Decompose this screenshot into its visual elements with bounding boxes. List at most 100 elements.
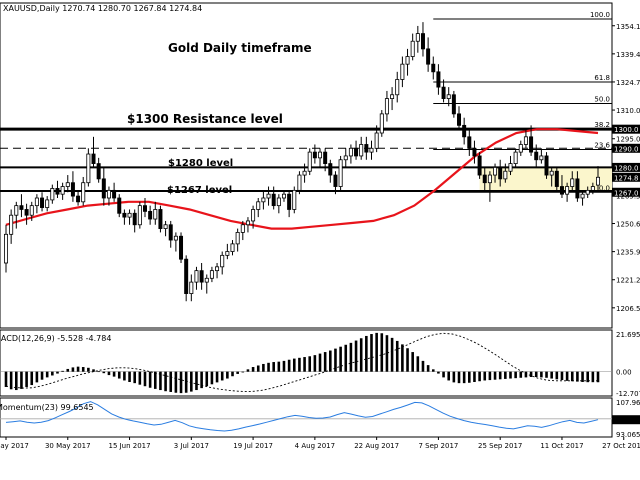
macd-bar (190, 371, 193, 392)
price-tag-label: 1267.0 (614, 189, 639, 197)
candle (462, 124, 467, 138)
candle (251, 209, 256, 222)
price-tag (612, 162, 640, 172)
candle (343, 155, 348, 161)
candle (487, 174, 492, 184)
candle (148, 210, 153, 220)
macd-bar (45, 371, 49, 378)
fib-level-label: 50.0 (594, 96, 610, 104)
price-tick-label: 1235.95 (616, 249, 640, 257)
macd-bar (246, 369, 250, 372)
time-tick-label: 30 May 2017 (45, 442, 91, 450)
candle (40, 197, 45, 208)
momentum-indicator-label: Momentum(23) 99.6545 (0, 403, 94, 412)
time-tick-label: 19 Jul 2017 (233, 442, 273, 450)
macd-bar (133, 371, 136, 384)
candle (359, 144, 364, 157)
macd-bar (231, 371, 234, 377)
momentum-price-tag (612, 415, 640, 425)
macd-bar (97, 371, 100, 373)
price-tag (612, 187, 640, 197)
macd-bar (447, 371, 451, 381)
candle (215, 266, 220, 272)
macd-bar (385, 335, 389, 372)
candle (400, 63, 405, 80)
candle (245, 220, 250, 226)
candle (503, 170, 508, 180)
time-tick-label: 3 Jul 2017 (174, 442, 209, 450)
candle (498, 167, 503, 180)
macd-bar (483, 371, 487, 381)
candle (112, 189, 117, 199)
time-tick-label: 27 Oct 2017 (602, 442, 640, 450)
macd-bar (431, 369, 435, 372)
candle (256, 201, 261, 210)
candle (441, 86, 446, 99)
time-tick-label: 11 Oct 2017 (540, 442, 583, 450)
macd-bar (25, 371, 28, 387)
macd-bar (128, 371, 131, 382)
macd-bar (169, 371, 173, 392)
candle (405, 56, 410, 65)
fib-level-label: 61.8 (594, 74, 610, 82)
macd-bar (56, 371, 59, 374)
candle (122, 212, 127, 218)
candle (240, 224, 245, 233)
macd-bar (159, 371, 162, 391)
macd-bar (303, 357, 306, 372)
macd-bar (262, 363, 265, 372)
macd-bar (51, 371, 54, 376)
candle (220, 254, 225, 268)
macd-bar (334, 348, 337, 372)
level-1280-label: $1280 level (168, 158, 233, 169)
macd-bar (236, 371, 239, 374)
candle (173, 235, 178, 241)
candle (60, 186, 65, 195)
macd-bar (370, 334, 373, 372)
candle (209, 270, 214, 279)
time-tick-label: 15 Jun 2017 (108, 442, 150, 450)
candle (50, 188, 55, 201)
macd-bar (406, 348, 409, 372)
candle (508, 163, 513, 172)
candle (544, 155, 549, 176)
candle (426, 48, 431, 65)
candle (287, 193, 292, 210)
macd-bar (287, 359, 291, 372)
macd-bar (395, 340, 399, 372)
candle (570, 178, 575, 187)
macd-bar (359, 338, 363, 372)
price-tag-label: 1274.8 (614, 174, 639, 182)
candle (189, 281, 194, 294)
macd-bar (143, 371, 147, 387)
candle (580, 193, 585, 199)
candle (338, 159, 343, 187)
candle (364, 144, 369, 153)
macd-bar (462, 371, 466, 384)
macd-bar (519, 371, 523, 378)
macd-bar (509, 371, 512, 379)
macd-bar (416, 356, 420, 372)
macd-bar (123, 371, 126, 381)
macd-bar (148, 371, 152, 388)
candle (513, 151, 518, 164)
macd-bar (308, 356, 312, 372)
candle (472, 147, 477, 157)
momentum-line (5, 401, 599, 432)
candle (96, 163, 101, 180)
macd-bar (102, 371, 106, 374)
candle (436, 71, 441, 88)
macd-bar (560, 371, 564, 381)
macd-bar (20, 371, 23, 389)
time-tick-label: 4 Aug 2017 (295, 442, 335, 450)
macd-bar (35, 371, 39, 383)
price-tag (612, 172, 640, 182)
candle (29, 205, 34, 216)
price-panel: 100.0 61.8 50.0 38.2 23.6 0.0 1206.55 1221.25 12… (0, 2, 640, 329)
momentum-tick-label: 107.96 (616, 399, 640, 407)
fib-level-label: 0.0 (599, 184, 610, 192)
candle (415, 33, 420, 42)
candle (19, 205, 24, 210)
candle (230, 243, 235, 252)
